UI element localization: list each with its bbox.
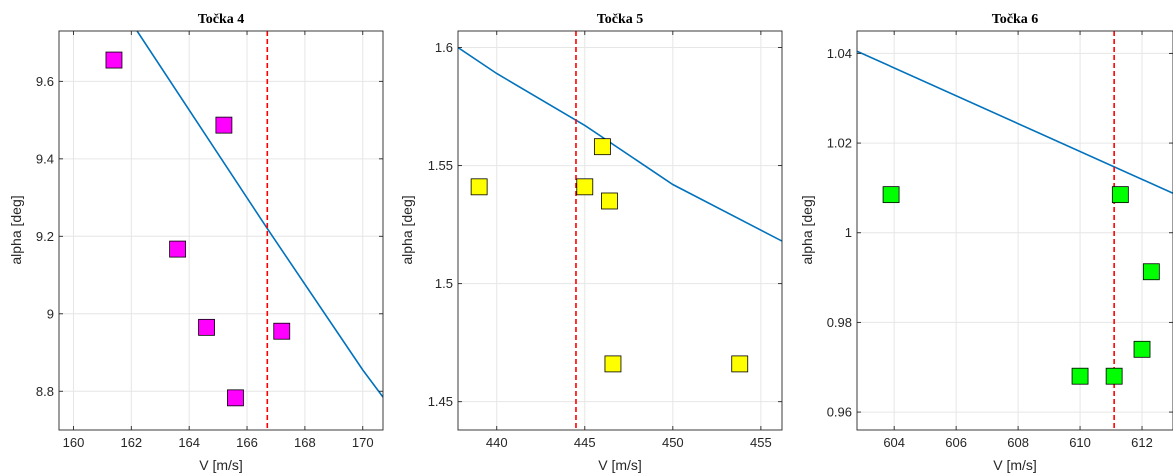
y-tick-labels: 1.45 1.5 1.55 1.6 <box>428 40 453 409</box>
chart-title: Točka 6 <box>992 12 1039 27</box>
x-tick-label: 168 <box>294 435 316 450</box>
x-tick-label: 455 <box>750 435 772 450</box>
axes-box <box>457 30 783 431</box>
data-point <box>593 138 611 156</box>
plot-content <box>59 31 383 430</box>
y-tick-label: 1.04 <box>827 46 852 61</box>
data-point <box>198 318 215 336</box>
plot-area <box>58 30 384 431</box>
y-tick-label: 9.4 <box>36 151 54 166</box>
y-tick-label: 1.6 <box>435 40 453 55</box>
y-tick-label: 1.45 <box>428 394 453 409</box>
plot-background <box>857 31 1173 430</box>
data-point <box>576 178 594 196</box>
plot-content <box>458 31 782 430</box>
data-point <box>1071 367 1089 385</box>
y-tick-label: 9.6 <box>36 74 54 89</box>
y-tick-label: 1 <box>845 225 852 240</box>
axes-box <box>856 30 1173 431</box>
x-tick-label: 450 <box>662 435 684 450</box>
x-tick-label: 612 <box>1131 435 1153 450</box>
y-tick-label: 8.8 <box>36 384 54 399</box>
y-tick-label: 1.5 <box>435 276 453 291</box>
y-tick-label: 0.98 <box>827 315 852 330</box>
data-point <box>1142 263 1160 281</box>
x-tick-label: 160 <box>63 435 85 450</box>
y-axis-label: alpha [deg] <box>8 195 24 264</box>
data-point <box>1105 367 1123 385</box>
data-point <box>169 240 187 258</box>
data-point <box>273 322 291 340</box>
y-tick-label: 9.2 <box>36 229 54 244</box>
plot-content <box>857 31 1173 430</box>
x-tick-label: 445 <box>574 435 596 450</box>
x-axis-label: V [m/s] <box>199 457 243 473</box>
data-point <box>604 355 622 373</box>
series-line <box>458 46 782 242</box>
x-axis-label: V [m/s] <box>598 457 642 473</box>
x-tick-labels: 160 162 164 166 168 170 <box>63 435 374 450</box>
x-tick-labels: 604 606 608 610 612 <box>883 435 1153 450</box>
axes-box <box>58 30 384 431</box>
data-point <box>1133 340 1151 358</box>
data-point <box>882 186 900 204</box>
data-point <box>105 51 123 69</box>
plot-background <box>59 31 383 430</box>
x-axis-label: V [m/s] <box>993 457 1037 473</box>
x-tick-labels: 440 445 450 455 <box>486 435 772 450</box>
x-tick-label: 162 <box>120 435 142 450</box>
data-point <box>1111 186 1129 204</box>
chart-title: Točka 4 <box>198 12 245 27</box>
y-tick-labels: 0.96 0.98 1 1.02 1.04 <box>827 46 852 420</box>
data-point <box>731 355 749 373</box>
chart-panel-tocka-5: Točka 5 V [m/s] alpha [deg] 440 445 450 455… <box>399 12 783 473</box>
chart-panel-tocka-4: Točka 4 V [m/s] alpha [deg] 160 162 164 166… <box>8 12 384 473</box>
y-tick-label: 9 <box>47 306 54 321</box>
y-axis-label: alpha [deg] <box>799 195 815 264</box>
x-tick-label: 604 <box>883 435 905 450</box>
plot-area <box>856 30 1173 431</box>
series-line <box>857 50 1173 195</box>
y-tick-label: 1.02 <box>827 136 852 151</box>
y-tick-label: 0.96 <box>827 405 852 420</box>
plot-area <box>457 30 783 431</box>
data-point <box>601 192 618 210</box>
y-axis-label: alpha [deg] <box>399 195 415 264</box>
x-tick-label: 440 <box>486 435 508 450</box>
series-line <box>136 31 383 398</box>
x-tick-label: 608 <box>1007 435 1029 450</box>
data-point <box>470 178 488 196</box>
x-tick-label: 170 <box>352 435 374 450</box>
x-tick-label: 166 <box>236 435 258 450</box>
x-tick-label: 606 <box>945 435 967 450</box>
data-point <box>215 116 233 134</box>
data-point <box>227 389 244 407</box>
y-tick-labels: 8.8 9 9.2 9.4 9.6 <box>36 74 54 399</box>
x-tick-label: 610 <box>1069 435 1091 450</box>
x-tick-label: 164 <box>178 435 200 450</box>
chart-title: Točka 5 <box>597 12 644 27</box>
y-tick-label: 1.55 <box>428 158 453 173</box>
chart-panel-tocka-6: Točka 6 V [m/s] alpha [deg] 604 606 608 610… <box>799 12 1173 473</box>
